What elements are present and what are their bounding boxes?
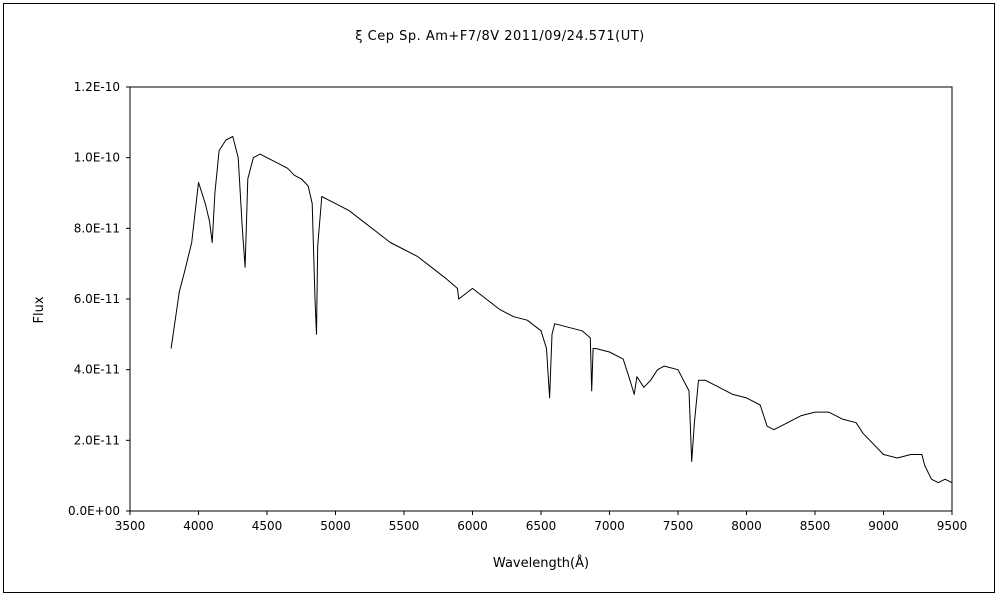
x-tick-label: 5000: [320, 519, 351, 533]
y-axis-ticks: 0.0E+00 2.0E-11 4.0E-11 6.0E-11 8.0E-11 1.0E-…: [68, 80, 130, 518]
y-tick-label: 1.2E-10: [74, 80, 120, 94]
x-tick-label: 4500: [252, 519, 283, 533]
chart-frame: [3, 3, 995, 593]
x-axis-label: Wavelength(Å): [493, 555, 589, 571]
y-tick-label: 6.0E-11: [74, 292, 120, 306]
y-tick-label: 8.0E-11: [74, 221, 120, 235]
y-tick-label: 0.0E+00: [68, 504, 120, 518]
x-tick-label: 5500: [389, 519, 420, 533]
x-tick-label: 6000: [457, 519, 488, 533]
spectrum-series-line: [170, 136, 953, 484]
y-tick-label: 2.0E-11: [74, 433, 120, 447]
chart-title: ξ Cep Sp. Am+F7/8V 2011/09/24.571(UT): [355, 29, 644, 44]
x-axis-ticks: 3500 4000 4500 5000 5500 6000 6500 7000 7500 8000…: [115, 511, 968, 533]
x-tick-label: 8500: [800, 519, 831, 533]
x-tick-label: 9000: [868, 519, 899, 533]
x-tick-label: 3500: [115, 519, 146, 533]
x-tick-label: 7500: [663, 519, 694, 533]
plot-area: [129, 86, 953, 512]
x-tick-label: 6500: [526, 519, 557, 533]
y-tick-label: 1.0E-10: [74, 151, 120, 165]
x-tick-label: 4000: [183, 519, 214, 533]
x-tick-label: 7000: [594, 519, 625, 533]
y-axis-label: Flux: [32, 296, 47, 323]
x-tick-label: 8000: [731, 519, 762, 533]
y-tick-label: 4.0E-11: [74, 363, 120, 377]
series-layer: [170, 136, 953, 484]
x-tick-label: 9500: [937, 519, 968, 533]
